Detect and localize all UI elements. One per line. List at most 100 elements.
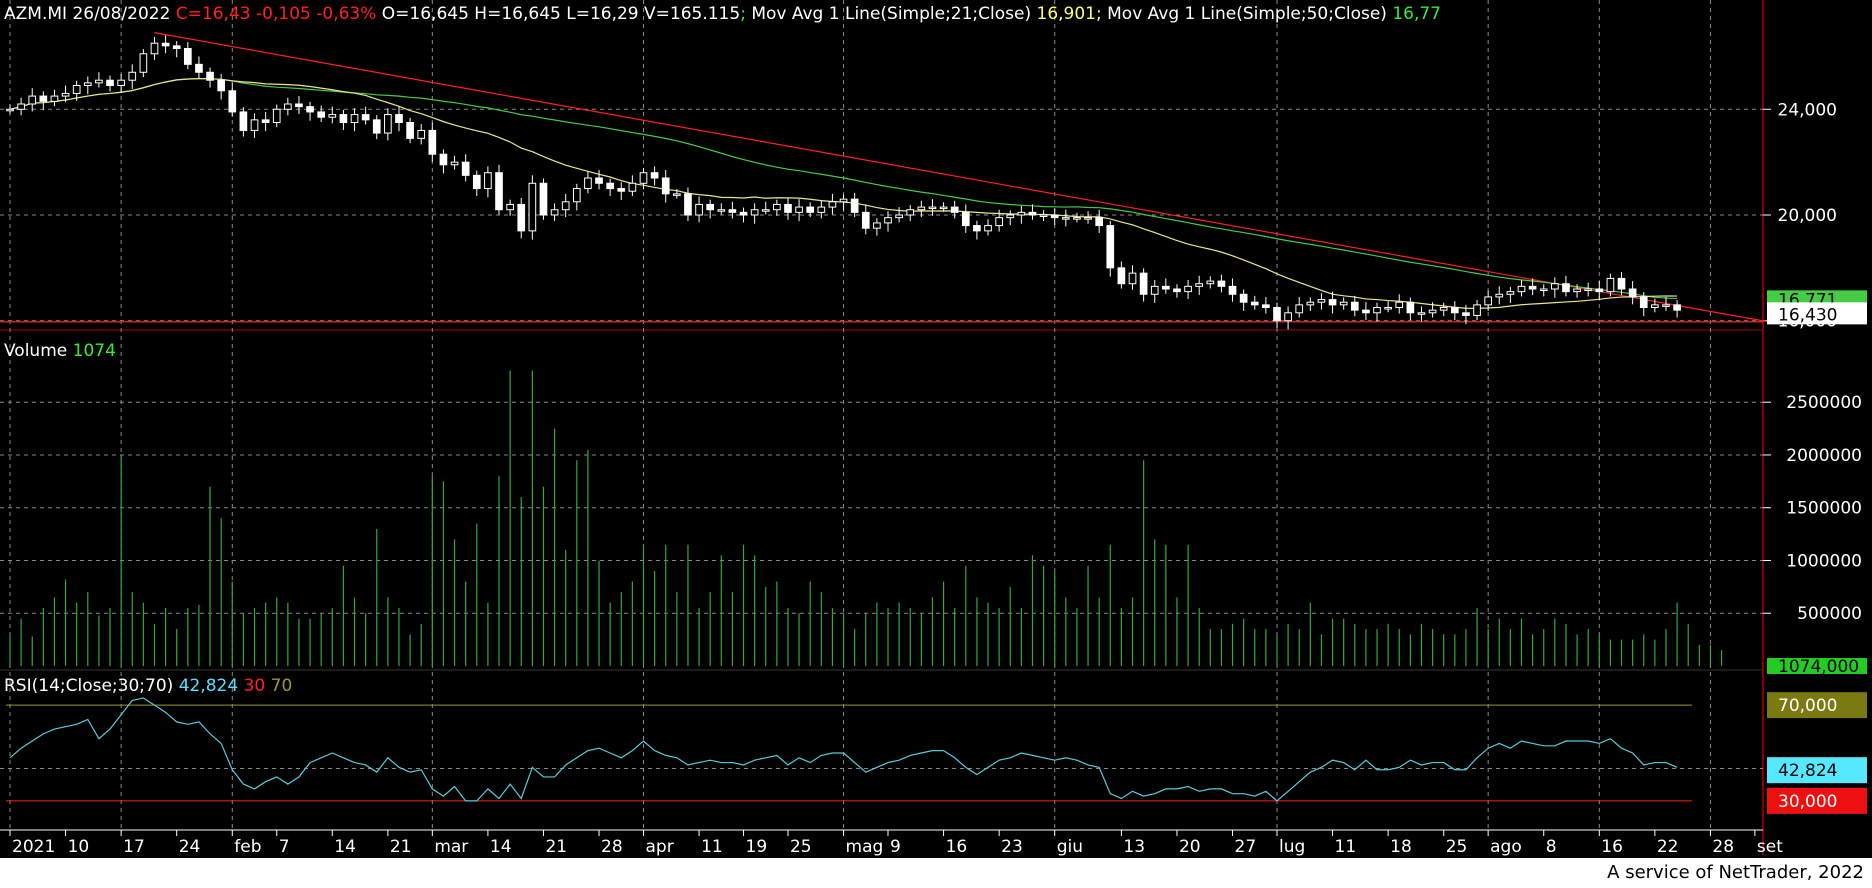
price-header: AZM.MI 26/08/2022 C=16,43 -0,105 -0,63% … [4,4,1441,24]
candle-body [228,90,237,113]
candle-body [628,182,637,192]
x-tick-label: mag [846,837,884,857]
candle-body [1573,288,1581,293]
x-tick-label: 23 [1001,837,1023,857]
candle-body [661,177,670,195]
candle-body [617,188,626,192]
candle-body [1462,312,1470,316]
candle-body [450,161,459,166]
candle-body [350,114,359,123]
candle-body [250,119,259,131]
volume-tick-label: 1000000 [1786,551,1862,571]
candle-body [839,198,848,203]
volume-header: Volume 1074 [4,341,116,361]
x-tick-label: 14 [490,837,512,857]
x-tick-label: 24 [179,837,201,857]
candle-body [261,119,270,123]
x-tick-label: 11 [701,837,723,857]
candle-body [328,114,337,118]
candle-body [1284,312,1292,322]
candle-body [461,161,470,176]
candle-body [1595,288,1604,293]
x-tick-label: ago [1490,837,1522,857]
y-tick-label: 24,000 [1778,100,1837,120]
x-tick-label: 22 [1657,837,1679,857]
candle-body [161,42,170,47]
candle-body [1639,296,1648,308]
candle-body [1584,288,1593,291]
candle-body [717,209,726,212]
candle-body [1450,307,1459,314]
volume-tick-label: 2000000 [1786,446,1862,466]
ma50-line [9,77,1678,300]
candle-body [961,211,970,227]
candle-body [317,111,326,118]
candle-body [1617,277,1626,290]
candle-body [195,63,203,73]
candle-body [1006,214,1015,219]
candle-body [1662,304,1670,307]
volume-last-marker [1767,658,1867,674]
candle-body [1050,214,1059,219]
ma50-label: Mov Avg 1 Line(Simple;50;Close) [1107,4,1387,24]
candle-body [1439,307,1448,311]
candle-body [728,209,737,213]
x-tick-label: 8 [1546,837,1557,857]
candle-body [917,206,926,211]
candle-body [1651,304,1659,309]
x-tick-label: 13 [1123,837,1145,857]
candle-body [128,71,137,81]
candle-body [417,129,426,139]
candle-body [1328,299,1337,306]
candle-body [828,201,837,208]
volume-tick-label: 1500000 [1786,499,1862,519]
rsi-value-marker [1767,757,1867,784]
x-tick-label: 10 [68,837,90,857]
candle-body [495,172,503,211]
candle-body [572,188,581,203]
candle-body [817,206,826,213]
candle-body [106,79,114,87]
candle-body [1428,309,1437,314]
x-tick-label: apr [645,837,673,857]
rsi-value: 42,824 [178,676,239,696]
candle-body [384,114,392,134]
candle-body [1184,285,1192,293]
volume-tick-label: 2500000 [1786,393,1862,413]
candle-body [1139,272,1148,295]
x-tick-label: 2021 [12,837,55,857]
candle-body [739,211,748,216]
candle-body [1150,285,1159,295]
candle-body [472,174,481,190]
candle-body [95,79,103,84]
candle-body [539,182,548,216]
x-tick-label: 14 [334,837,356,857]
candle-body [1606,277,1615,293]
candle-body [650,172,659,179]
candle-body [1362,309,1370,314]
candle-body [884,217,892,224]
footer-credit: A service of NetTrader, 2022 [1601,858,1864,888]
candle-body [1017,211,1026,216]
candle-body [706,203,715,211]
candle-body [361,114,370,121]
candle-body [1073,217,1081,220]
candle-body [1173,288,1181,293]
candle-body [239,111,248,131]
candle-body [1128,272,1137,285]
candle-body [973,225,981,232]
candle-body [17,103,25,110]
candle-body [217,79,225,92]
last-price-label: 16,430 [1778,305,1837,325]
candle-body [1228,285,1237,295]
candle-body [1506,291,1515,295]
candle-body [950,206,959,213]
candle-body [1239,293,1248,303]
rsi-low-label: 30,000 [1778,792,1837,812]
x-tick-label: 16 [946,837,968,857]
x-tick-label: 9 [890,837,901,857]
candle-body [561,201,570,211]
change-value: -0,105 [256,4,311,24]
candle-body [1306,301,1315,306]
